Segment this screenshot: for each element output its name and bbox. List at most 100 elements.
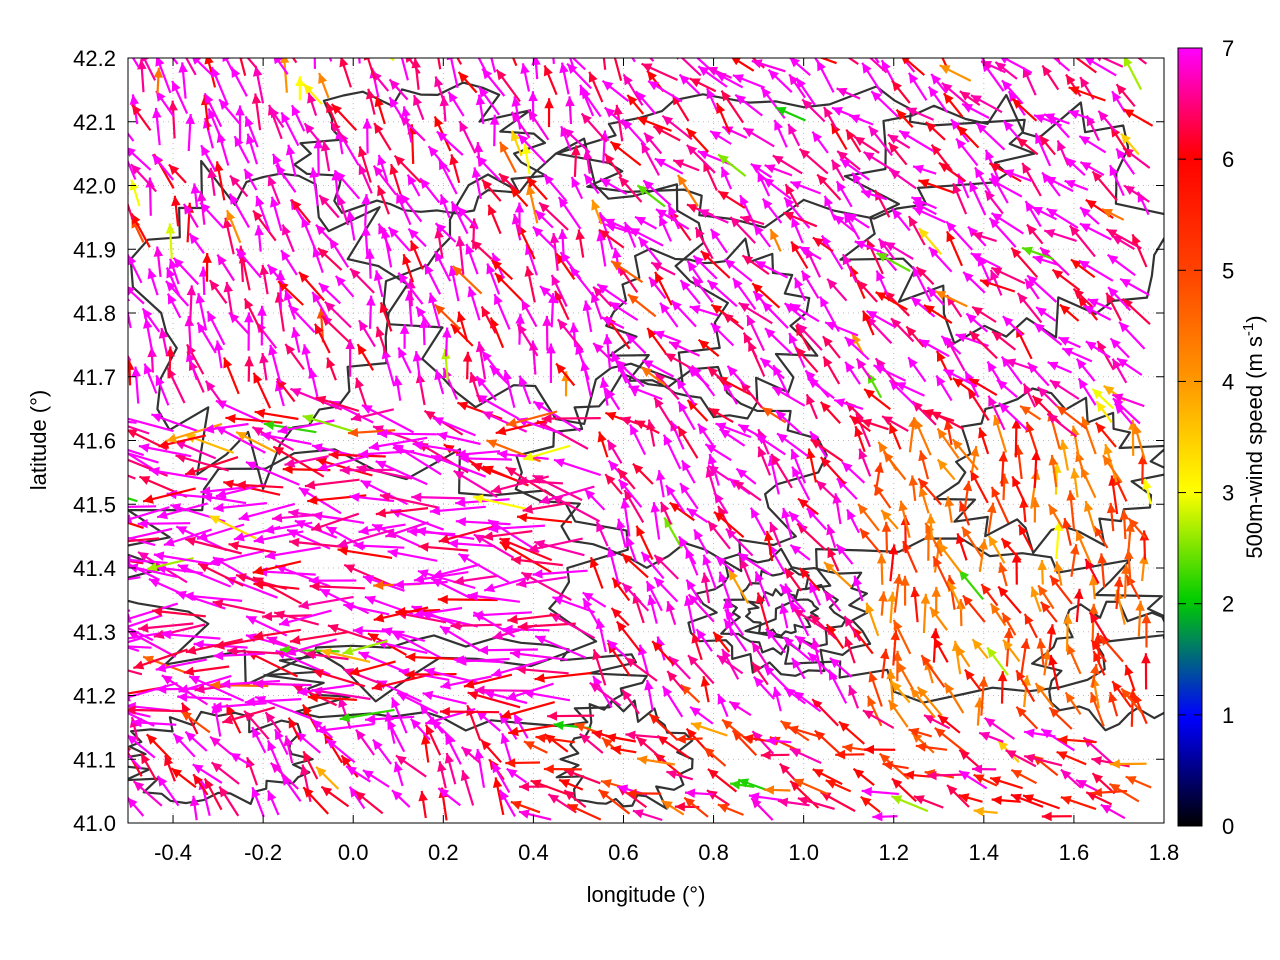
wind-vector-head: [213, 502, 224, 513]
wind-vector-head: [1097, 553, 1107, 564]
wind-vector-head: [861, 189, 873, 199]
wind-vector-head: [669, 502, 681, 513]
wind-vector-head: [494, 294, 503, 306]
y-tick-label: 41.4: [73, 556, 116, 581]
wind-vector-head: [652, 641, 663, 652]
wind-vector-head: [1056, 406, 1068, 416]
wind-vector-head: [668, 205, 677, 216]
wind-vector-head: [790, 544, 802, 555]
wind-vector-head: [1036, 307, 1047, 317]
wind-vector-head: [312, 291, 322, 303]
wind-vector: [456, 58, 463, 65]
wind-vector-head: [147, 562, 158, 572]
wind-vector: [490, 58, 497, 73]
wind-vector-head: [1112, 91, 1122, 103]
wind-vector-head: [797, 796, 809, 806]
wind-vector-head: [312, 669, 324, 679]
wind-vector-head: [458, 72, 469, 83]
wind-vector-head: [548, 794, 560, 804]
wind-vector-head: [952, 439, 963, 450]
wind-vector-head: [886, 669, 896, 680]
wind-vector-head: [757, 446, 767, 458]
wind-vector-head: [666, 769, 678, 779]
wind-vector-head: [510, 800, 522, 810]
wind-vector-head: [853, 768, 865, 779]
wind-vector-head: [400, 115, 411, 127]
wind-vector-head: [428, 292, 438, 304]
wind-vector-head: [564, 790, 575, 801]
wind-vector-head: [554, 458, 565, 468]
wind-vector-head: [315, 224, 327, 236]
wind-vector-head: [849, 415, 861, 426]
wind-vector-head: [371, 681, 383, 691]
wind-vector-head: [471, 240, 482, 251]
wind-vector-head: [913, 164, 924, 174]
wind-vector-head: [244, 116, 254, 128]
wind-vector-head: [1040, 247, 1051, 258]
wind-vector-head: [192, 58, 202, 65]
wind-vector-head: [691, 632, 701, 644]
wind-vector-head: [602, 334, 613, 345]
wind-vector-head: [913, 202, 925, 211]
wind-vector-head: [966, 313, 977, 324]
wind-vector-head: [122, 40, 131, 51]
wind-vector-head: [227, 646, 238, 656]
wind-vector-head: [178, 684, 190, 694]
wind-vector-head: [761, 87, 772, 99]
wind-vector-head: [1003, 628, 1014, 639]
wind-vector-head: [615, 359, 626, 370]
wind-vector-head: [295, 732, 307, 743]
wind-vector-head: [1124, 665, 1134, 676]
wind-vector-head: [622, 689, 632, 701]
wind-vector-head: [236, 248, 247, 260]
wind-vector-head: [495, 273, 506, 284]
wind-vector-head: [788, 333, 798, 345]
wind-vector-head: [253, 534, 265, 544]
wind-vector-head: [738, 424, 750, 434]
wind-vector-head: [117, 337, 126, 348]
wind-vector-head: [824, 195, 834, 207]
wind-vector-head: [1135, 600, 1145, 611]
wind-vector: [379, 494, 439, 509]
wind-vector-head: [166, 433, 178, 443]
wind-vector-head: [742, 255, 754, 265]
wind-vector-head: [753, 224, 764, 236]
wind-vector-head: [842, 254, 852, 266]
wind-vector-head: [434, 369, 444, 381]
wind-vector-head: [654, 555, 665, 566]
wind-vector-head: [128, 692, 131, 702]
wind-vector-head: [556, 363, 567, 375]
wind-vector-head: [517, 621, 528, 632]
wind-vector-head: [1041, 649, 1052, 660]
wind-vector-head: [152, 154, 163, 166]
wind-vector-head: [435, 223, 447, 234]
wind-vector-head: [1048, 455, 1058, 466]
wind-vector-head: [707, 280, 719, 291]
wind-vector-head: [342, 646, 354, 656]
wind-vector: [377, 432, 437, 436]
wind-vector-head: [415, 526, 427, 537]
wind-vector-head: [777, 797, 789, 807]
wind-vector-head: [938, 715, 949, 726]
wind-vector-head: [499, 542, 511, 552]
wind-vector-head: [669, 341, 681, 351]
wind-vector-head: [557, 319, 568, 330]
wind-vector-head: [891, 681, 902, 692]
wind-vector-head: [389, 79, 400, 90]
wind-vector-head: [185, 536, 196, 547]
wind-vector-head: [892, 80, 902, 92]
wind-vector-head: [837, 151, 848, 161]
wind-vector-head: [310, 45, 320, 55]
wind-vector-head: [678, 426, 688, 438]
wind-vector-head: [358, 525, 369, 536]
wind-vector-head: [1057, 140, 1066, 152]
wind-vector-head: [521, 572, 533, 582]
wind-vector-head: [147, 268, 157, 280]
wind-vector-head: [637, 755, 648, 765]
wind-vector-head: [999, 473, 1009, 484]
wind-vector-head: [490, 484, 502, 494]
wind-vector: [128, 559, 144, 565]
wind-vector-head: [424, 667, 436, 677]
wind-vector-head: [501, 31, 510, 42]
wind-vector-head: [597, 284, 609, 294]
